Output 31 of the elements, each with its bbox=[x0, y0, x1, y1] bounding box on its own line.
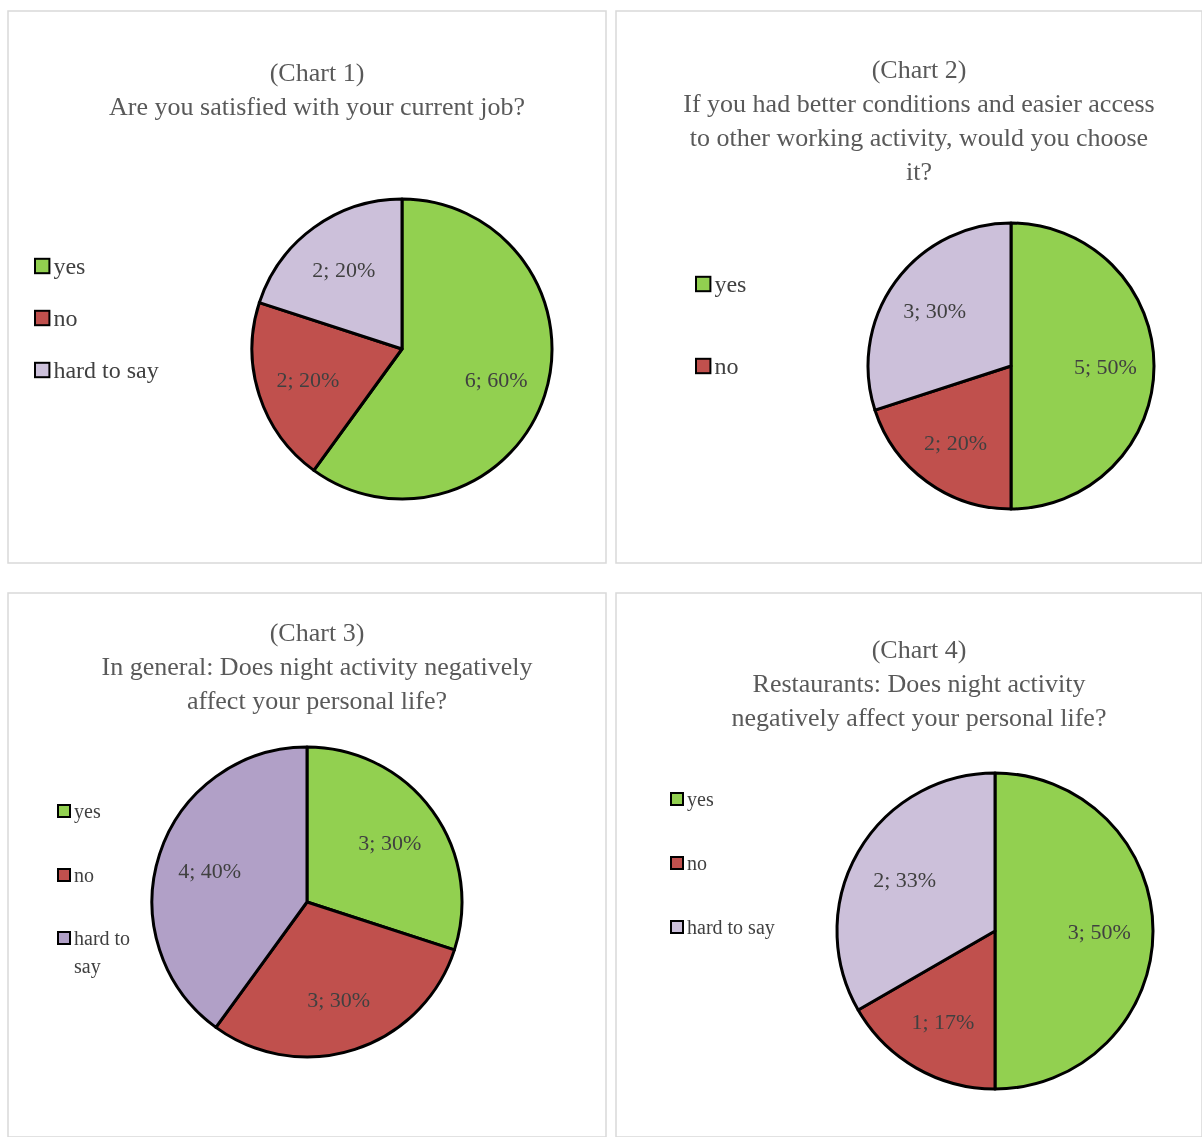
legend-label: hard to say bbox=[687, 916, 775, 939]
data-label: 2; 20% bbox=[276, 367, 340, 393]
legend-label: no bbox=[53, 305, 78, 332]
legend-label: yes bbox=[687, 788, 714, 811]
chart-subtitle: Restaurants: Does night activity negatively affect your personal life? bbox=[731, 669, 1107, 732]
data-label: 5; 50% bbox=[1073, 353, 1137, 379]
chart-title: (Chart 1) bbox=[269, 58, 365, 87]
data-label: 3; 30% bbox=[358, 829, 422, 855]
chart-title: (Chart 4) bbox=[871, 635, 967, 664]
data-label: 2; 20% bbox=[312, 256, 376, 282]
legend-label: yes bbox=[74, 800, 101, 823]
legend-label: yes bbox=[53, 253, 86, 280]
data-label: 3; 30% bbox=[307, 986, 371, 1012]
data-label: 2; 20% bbox=[924, 430, 987, 456]
data-label: 6; 60% bbox=[464, 367, 528, 393]
legend-label: no bbox=[714, 353, 739, 380]
data-label: 2; 33% bbox=[873, 866, 937, 892]
data-label: 4; 40% bbox=[178, 858, 242, 884]
chart-subtitle: Are you satisfied with your current job? bbox=[109, 92, 525, 121]
data-label: 1; 17% bbox=[911, 1009, 975, 1035]
legend-label: yes bbox=[714, 271, 747, 298]
legend-label: hard to say bbox=[53, 357, 159, 384]
data-label: 3; 50% bbox=[1067, 918, 1131, 944]
chart-subtitle: If you had better conditions and easier access to other working activity, would you choose it? bbox=[683, 89, 1155, 186]
chart-subtitle: In general: Does night activity negatively affect your personal life? bbox=[101, 652, 533, 715]
chart-title: (Chart 3) bbox=[269, 618, 365, 647]
legend-label: no bbox=[74, 864, 94, 886]
chart-title: (Chart 2) bbox=[871, 55, 967, 84]
legend-label: no bbox=[687, 852, 707, 874]
data-label: 3; 30% bbox=[903, 298, 967, 324]
legend-label: hard to say bbox=[74, 927, 131, 978]
